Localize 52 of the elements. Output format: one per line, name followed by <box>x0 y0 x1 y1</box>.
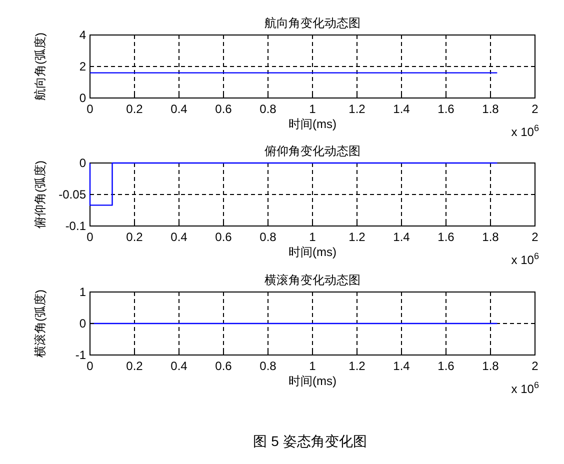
x-tick-label: 1.6 <box>438 102 455 116</box>
x-tick-label: 1 <box>309 359 316 373</box>
y-axis-title: 航向角(弧度) <box>33 32 47 100</box>
x-tick-label: 1.6 <box>438 230 455 244</box>
x-tick-label: 0.6 <box>215 102 232 116</box>
y-tick-label: -0.1 <box>65 219 86 233</box>
y-tick-label: 2 <box>79 60 86 74</box>
x-tick-label: 1.4 <box>393 102 410 116</box>
chart-title: 俯仰角变化动态图 <box>264 144 360 158</box>
y-tick-label: 0 <box>79 316 86 330</box>
x-tick-label: 1.2 <box>348 102 366 116</box>
x-tick-label: 2 <box>532 102 539 116</box>
chart-title: 航向角变化动态图 <box>264 16 360 30</box>
x-tick-label: 0.4 <box>170 359 188 373</box>
x-tick-label: 0.6 <box>215 230 232 244</box>
x-tick-label: 1.4 <box>393 230 410 244</box>
x-tick-label: 1 <box>309 102 316 116</box>
y-tick-label: -1 <box>75 348 86 362</box>
y-axis-title: 横滚角(弧度) <box>33 290 47 358</box>
y-tick-label: 0 <box>79 156 86 170</box>
x-tick-label: 0.8 <box>260 230 277 244</box>
x-tick-label: 1.2 <box>348 230 366 244</box>
y-axis-title: 俯仰角(弧度) <box>33 160 47 228</box>
x-tick-label: 0.8 <box>260 102 277 116</box>
text: x 10$^{6}$ <box>511 123 539 139</box>
x-tick-label: 2 <box>532 359 539 373</box>
chart-title: 横滚角变化动态图 <box>264 273 360 287</box>
y-tick-label: 1 <box>79 285 86 299</box>
x-axis-title: 时间(ms) <box>288 374 336 388</box>
x-tick-label: 2 <box>532 230 539 244</box>
x-tick-label: 0.2 <box>126 359 144 373</box>
x-tick-label: 1.6 <box>438 359 455 373</box>
x-tick-label: 0.4 <box>170 102 188 116</box>
x-tick-label: 0.8 <box>260 359 277 373</box>
x-tick-label: 0.2 <box>126 102 144 116</box>
x-tick-label: 1.8 <box>482 102 500 116</box>
x-axis-title: 时间(ms) <box>288 245 336 259</box>
x-axis-title: 时间(ms) <box>288 117 336 131</box>
text: x 10$^{6}$ <box>511 380 539 396</box>
x-tick-label: 0.4 <box>170 230 188 244</box>
y-tick-label: 4 <box>79 28 86 42</box>
y-tick-label: -0.05 <box>58 188 86 202</box>
caption: 图 5 姿态角变化图 <box>253 433 367 449</box>
x-tick-label: 0.6 <box>215 359 232 373</box>
x-tick-label: 1.8 <box>482 230 500 244</box>
x-tick-label: 1.8 <box>482 359 500 373</box>
y-tick-label: 0 <box>79 91 86 105</box>
x-tick-label: 1.4 <box>393 359 410 373</box>
text: x 10$^{6}$ <box>511 251 539 267</box>
x-tick-label: 0.2 <box>126 230 144 244</box>
x-tick-label: 1.2 <box>348 359 366 373</box>
x-tick-label: 1 <box>309 230 316 244</box>
